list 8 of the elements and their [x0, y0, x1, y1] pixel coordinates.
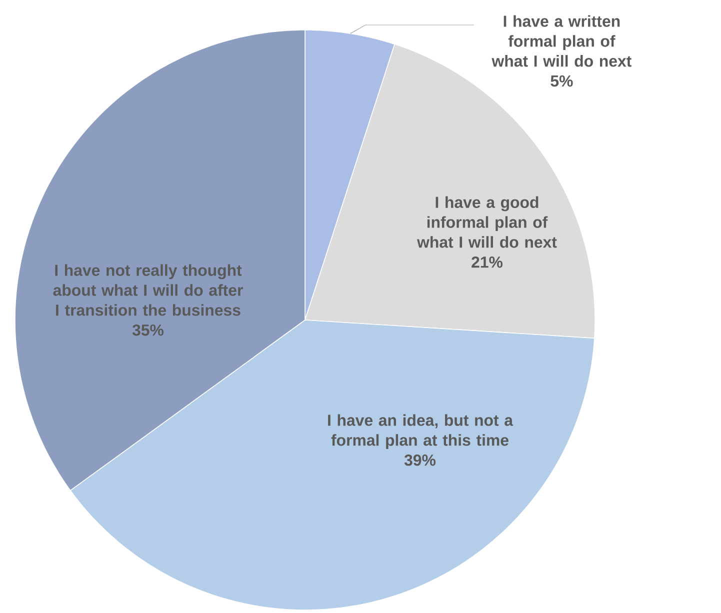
slice-label: I have an idea, but not a formal plan at this time [328, 414, 514, 449]
slice-label: I have a written formal plan of what I will do next [492, 15, 632, 67]
data-label: 35% [132, 324, 164, 336]
slice-label: I have not really thought about what I will do after I transition the business [53, 264, 243, 316]
slice-label: I have a good informal plan of what I will do next [417, 196, 557, 248]
data-label: 5% [550, 75, 573, 87]
data-label: 21% [472, 256, 503, 268]
data-label: 39% [404, 454, 436, 466]
